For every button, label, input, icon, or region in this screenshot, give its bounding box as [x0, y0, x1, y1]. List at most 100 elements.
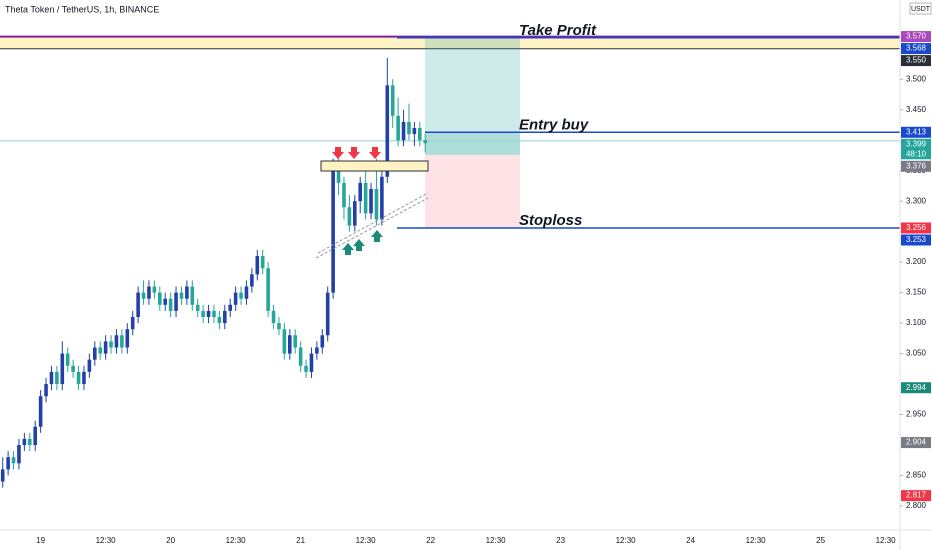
x-tick-label: 19 — [36, 536, 45, 545]
price-tag — [901, 437, 931, 449]
candle-body — [309, 353, 314, 372]
candle-body — [174, 292, 178, 311]
up-arrow — [342, 243, 354, 255]
y-tick-label: 3.150 — [906, 288, 927, 297]
candle-body — [71, 365, 75, 372]
candle-body — [271, 310, 276, 324]
x-tick-label: 12:30 — [486, 536, 507, 545]
price-tag-label: 3.550 — [906, 56, 927, 65]
x-tick-label: 12:30 — [226, 536, 247, 545]
candle-body — [147, 286, 151, 299]
price-tag-label: 3.570 — [906, 32, 927, 41]
x-tick-label: 12:30 — [616, 536, 637, 545]
candle-body — [17, 445, 21, 464]
candle-body — [212, 310, 216, 317]
candle-body — [347, 207, 352, 226]
up-arrow — [371, 230, 383, 242]
x-tick-label: 12:30 — [356, 536, 377, 545]
candle-body — [352, 201, 357, 226]
candle-body — [233, 292, 238, 305]
target-area — [425, 37, 520, 133]
price-tag — [901, 382, 931, 394]
candle-body — [82, 371, 86, 385]
candle-body — [358, 182, 363, 202]
candle-body — [266, 268, 270, 311]
y-tick-label: 3.200 — [906, 257, 927, 266]
x-tick-label: 25 — [816, 536, 825, 545]
candle-body — [298, 347, 303, 366]
candle-body — [11, 457, 16, 464]
annotation: Take Profit — [519, 22, 597, 39]
y-tick-label: 3.100 — [906, 318, 927, 327]
x-tick-label: 12:30 — [746, 536, 767, 545]
y-tick-label: 2.950 — [906, 410, 927, 419]
candle-body — [217, 316, 222, 324]
annotation: Entry buy — [519, 116, 589, 133]
candle-body — [320, 335, 325, 348]
countdown: 48:10 — [906, 149, 927, 158]
candle-body — [380, 176, 384, 220]
candle-body — [374, 188, 379, 220]
candle-body — [423, 140, 428, 144]
candle-body — [195, 304, 200, 311]
x-tick-label: 23 — [556, 536, 565, 545]
price-tag-label: 3.568 — [906, 44, 927, 53]
candle-body — [342, 182, 346, 208]
candle-body — [277, 323, 281, 330]
candle-body — [390, 85, 395, 116]
price-tag — [901, 160, 931, 172]
candle-body — [87, 359, 92, 372]
price-tag — [901, 234, 931, 246]
y-tick-label: 3.050 — [906, 349, 927, 358]
candle-body — [38, 396, 43, 427]
down-arrow — [348, 147, 360, 159]
supply-zone — [0, 36, 900, 49]
candle-body — [27, 438, 32, 446]
candle-body — [92, 347, 97, 360]
candle-body — [0, 469, 5, 482]
currency-box — [909, 2, 932, 15]
candle-body — [114, 335, 119, 348]
price-tag-label: 3.413 — [906, 127, 927, 136]
candle-body — [33, 426, 38, 446]
candle-body — [250, 274, 254, 287]
trendline — [317, 192, 429, 254]
candle-body — [157, 292, 162, 305]
candle-body — [239, 292, 243, 299]
candle-body — [6, 457, 10, 470]
candle-body — [152, 286, 157, 293]
candle-body — [136, 292, 140, 317]
candle-body — [222, 310, 227, 324]
candle-body — [120, 335, 124, 348]
candle-body — [331, 164, 335, 293]
price-tag — [901, 55, 931, 67]
candle-body — [315, 347, 319, 354]
candle-body — [385, 85, 390, 177]
candle-body — [304, 365, 308, 372]
candles — [0, 57, 428, 488]
down-arrow — [369, 147, 381, 159]
candle-body — [260, 256, 265, 269]
candle-body — [60, 353, 65, 385]
price-tag-label: 3.376 — [906, 161, 927, 170]
axes: 2.800 2.850 2.950 3.050 3.100 3.150 3.200 3.300… — [36, 31, 931, 545]
price-tag — [901, 490, 931, 502]
y-tick-label: 2.800 — [906, 501, 927, 510]
drawings-under — [0, 35, 900, 229]
candle-body — [141, 292, 146, 299]
candle-body — [412, 128, 417, 135]
candle-body — [44, 384, 48, 397]
x-tick-label: 20 — [166, 536, 175, 545]
price-tag — [901, 31, 931, 43]
x-tick-label: 24 — [686, 536, 695, 545]
trendline — [315, 197, 429, 259]
price-tag — [901, 43, 931, 55]
candle-body — [55, 371, 59, 385]
chart-title: Theta Token / TetherUS, 1h, BINANCE — [5, 4, 159, 14]
candle-body — [325, 292, 330, 336]
candle-body — [109, 341, 113, 348]
candle-body — [190, 286, 195, 305]
candle-body — [369, 188, 373, 214]
y-tick-label: 3.450 — [906, 105, 927, 114]
